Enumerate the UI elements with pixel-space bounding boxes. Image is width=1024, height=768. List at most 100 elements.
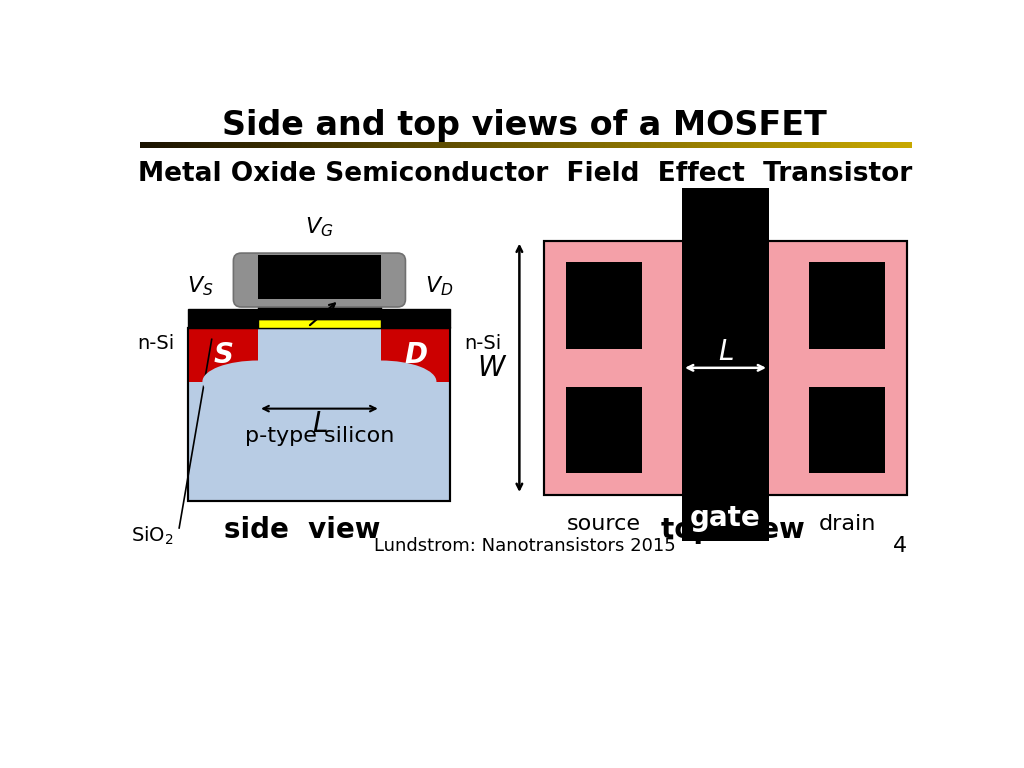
Bar (811, 142, 814, 148)
Bar (343, 142, 346, 148)
Bar (250, 142, 254, 148)
Bar (890, 142, 894, 148)
Bar (253, 142, 256, 148)
Bar (867, 142, 870, 148)
Bar (245, 142, 249, 148)
Text: 4: 4 (893, 537, 907, 557)
Bar (435, 142, 438, 148)
Bar (273, 142, 276, 148)
Bar (445, 142, 449, 148)
Bar (399, 142, 402, 148)
Bar (309, 142, 312, 148)
Bar (633, 142, 637, 148)
Text: Metal Oxide Semiconductor  Field  Effect  Transistor: Metal Oxide Semiconductor Field Effect T… (137, 161, 912, 187)
Bar (682, 188, 769, 541)
Bar (481, 142, 484, 148)
Bar (476, 142, 479, 148)
Bar (144, 142, 148, 148)
Bar (170, 142, 174, 148)
Bar (163, 142, 166, 148)
Bar (585, 142, 588, 148)
Bar (183, 142, 186, 148)
Bar (664, 142, 668, 148)
Bar (790, 142, 794, 148)
Bar (809, 263, 885, 349)
Bar (258, 300, 381, 319)
Bar (759, 142, 763, 148)
Bar (903, 142, 906, 148)
Bar (449, 142, 452, 148)
Bar (767, 142, 770, 148)
Bar (752, 142, 755, 148)
Text: $V_D$: $V_D$ (425, 274, 453, 298)
Bar (425, 142, 428, 148)
Bar (553, 142, 557, 148)
Bar (209, 142, 212, 148)
Bar (469, 142, 472, 148)
Bar (394, 142, 397, 148)
Bar (908, 142, 911, 148)
Bar (862, 142, 865, 148)
Bar (492, 142, 496, 148)
Bar (147, 142, 151, 148)
Text: D: D (404, 341, 427, 369)
Bar (454, 142, 457, 148)
Bar (270, 142, 274, 148)
Bar (291, 142, 295, 148)
Bar (374, 142, 377, 148)
Bar (495, 142, 498, 148)
Bar (548, 142, 552, 148)
Bar (883, 142, 886, 148)
Bar (381, 142, 385, 148)
Bar (379, 142, 382, 148)
Bar (404, 142, 408, 148)
Bar (188, 328, 451, 501)
Bar (150, 142, 154, 148)
Bar (258, 319, 381, 328)
Bar (532, 142, 537, 148)
Bar (240, 142, 244, 148)
Bar (605, 142, 608, 148)
Bar (772, 142, 775, 148)
Bar (275, 142, 280, 148)
Bar (561, 142, 564, 148)
Text: drain: drain (818, 514, 876, 534)
Bar (779, 142, 783, 148)
Bar (738, 142, 741, 148)
Bar (692, 142, 695, 148)
Bar (188, 142, 191, 148)
Bar (621, 142, 624, 148)
Bar (764, 142, 768, 148)
Bar (229, 142, 232, 148)
Bar (900, 142, 904, 148)
Bar (427, 142, 431, 148)
Bar (700, 142, 703, 148)
Bar (440, 142, 443, 148)
Bar (905, 142, 909, 148)
Bar (628, 142, 632, 148)
Bar (350, 142, 353, 148)
Bar (260, 142, 264, 148)
Bar (279, 142, 282, 148)
Bar (456, 142, 459, 148)
Bar (358, 142, 361, 148)
Bar (895, 142, 899, 148)
Bar (188, 328, 258, 382)
Bar (175, 142, 179, 148)
FancyBboxPatch shape (233, 253, 406, 307)
Bar (181, 142, 184, 148)
Bar (852, 142, 855, 148)
Bar (438, 142, 441, 148)
Bar (304, 142, 307, 148)
Bar (307, 142, 310, 148)
Bar (656, 142, 659, 148)
Bar (697, 142, 700, 148)
Bar (679, 142, 683, 148)
Bar (577, 142, 580, 148)
Bar (289, 142, 292, 148)
Bar (484, 142, 487, 148)
Bar (880, 142, 884, 148)
Text: $V_G$: $V_G$ (305, 216, 334, 239)
Bar (325, 142, 328, 148)
Bar (299, 142, 302, 148)
